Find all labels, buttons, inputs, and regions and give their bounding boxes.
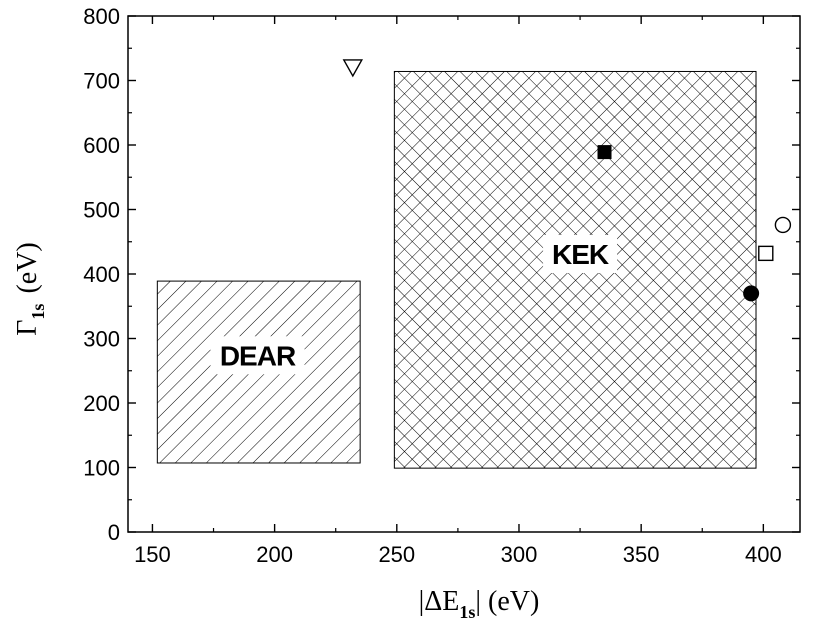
y-tick-label: 600 xyxy=(83,133,120,158)
regions-layer: DEAR KEK xyxy=(156,70,757,469)
points-layer xyxy=(342,59,792,302)
y-tick-label: 300 xyxy=(83,327,120,352)
region-label-kek: KEK xyxy=(552,239,609,270)
x-tick-label: 400 xyxy=(745,542,782,567)
data-point-square-filled xyxy=(597,145,612,160)
region-label-dear: DEAR xyxy=(220,340,296,371)
data-point-circle-open xyxy=(774,216,792,234)
region-label-bg-dear xyxy=(210,336,305,375)
ticks-layer: 150 200 250 300 350 400 0 100 200 300 400 500 600 700… xyxy=(83,4,800,567)
x-axis-title-subscript: 1s xyxy=(459,602,475,621)
y-axis-title-main: Γ xyxy=(12,320,43,336)
y-axis-title: Γ1s (eV) xyxy=(12,242,48,336)
x-tick-label: 300 xyxy=(501,542,538,567)
region-label-bg-kek xyxy=(543,235,618,274)
y-tick-label: 200 xyxy=(83,391,120,416)
x-axis-title-unit: | (eV) xyxy=(475,586,539,617)
x-axis-title-main: |ΔE xyxy=(419,586,460,617)
y-tick-label: 400 xyxy=(83,262,120,287)
y-tick-label: 100 xyxy=(83,456,120,481)
y-axis-title-subscript: 1s xyxy=(28,304,48,320)
x-axis-title: |ΔE1s| (eV) xyxy=(419,586,540,621)
x-tick-label: 350 xyxy=(623,542,660,567)
data-point-triangle-down-open xyxy=(342,59,364,78)
y-axis-title-unit: (eV) xyxy=(12,242,43,293)
y-tick-label: 500 xyxy=(83,198,120,223)
data-point-square-open xyxy=(758,245,774,262)
x-tick-label: 250 xyxy=(378,542,415,567)
x-tick-label: 150 xyxy=(134,542,171,567)
y-tick-label: 800 xyxy=(83,4,120,29)
y-tick-label: 0 xyxy=(108,520,120,545)
data-point-circle-filled xyxy=(743,285,760,302)
x-tick-label: 200 xyxy=(256,542,293,567)
y-tick-label: 700 xyxy=(83,69,120,94)
